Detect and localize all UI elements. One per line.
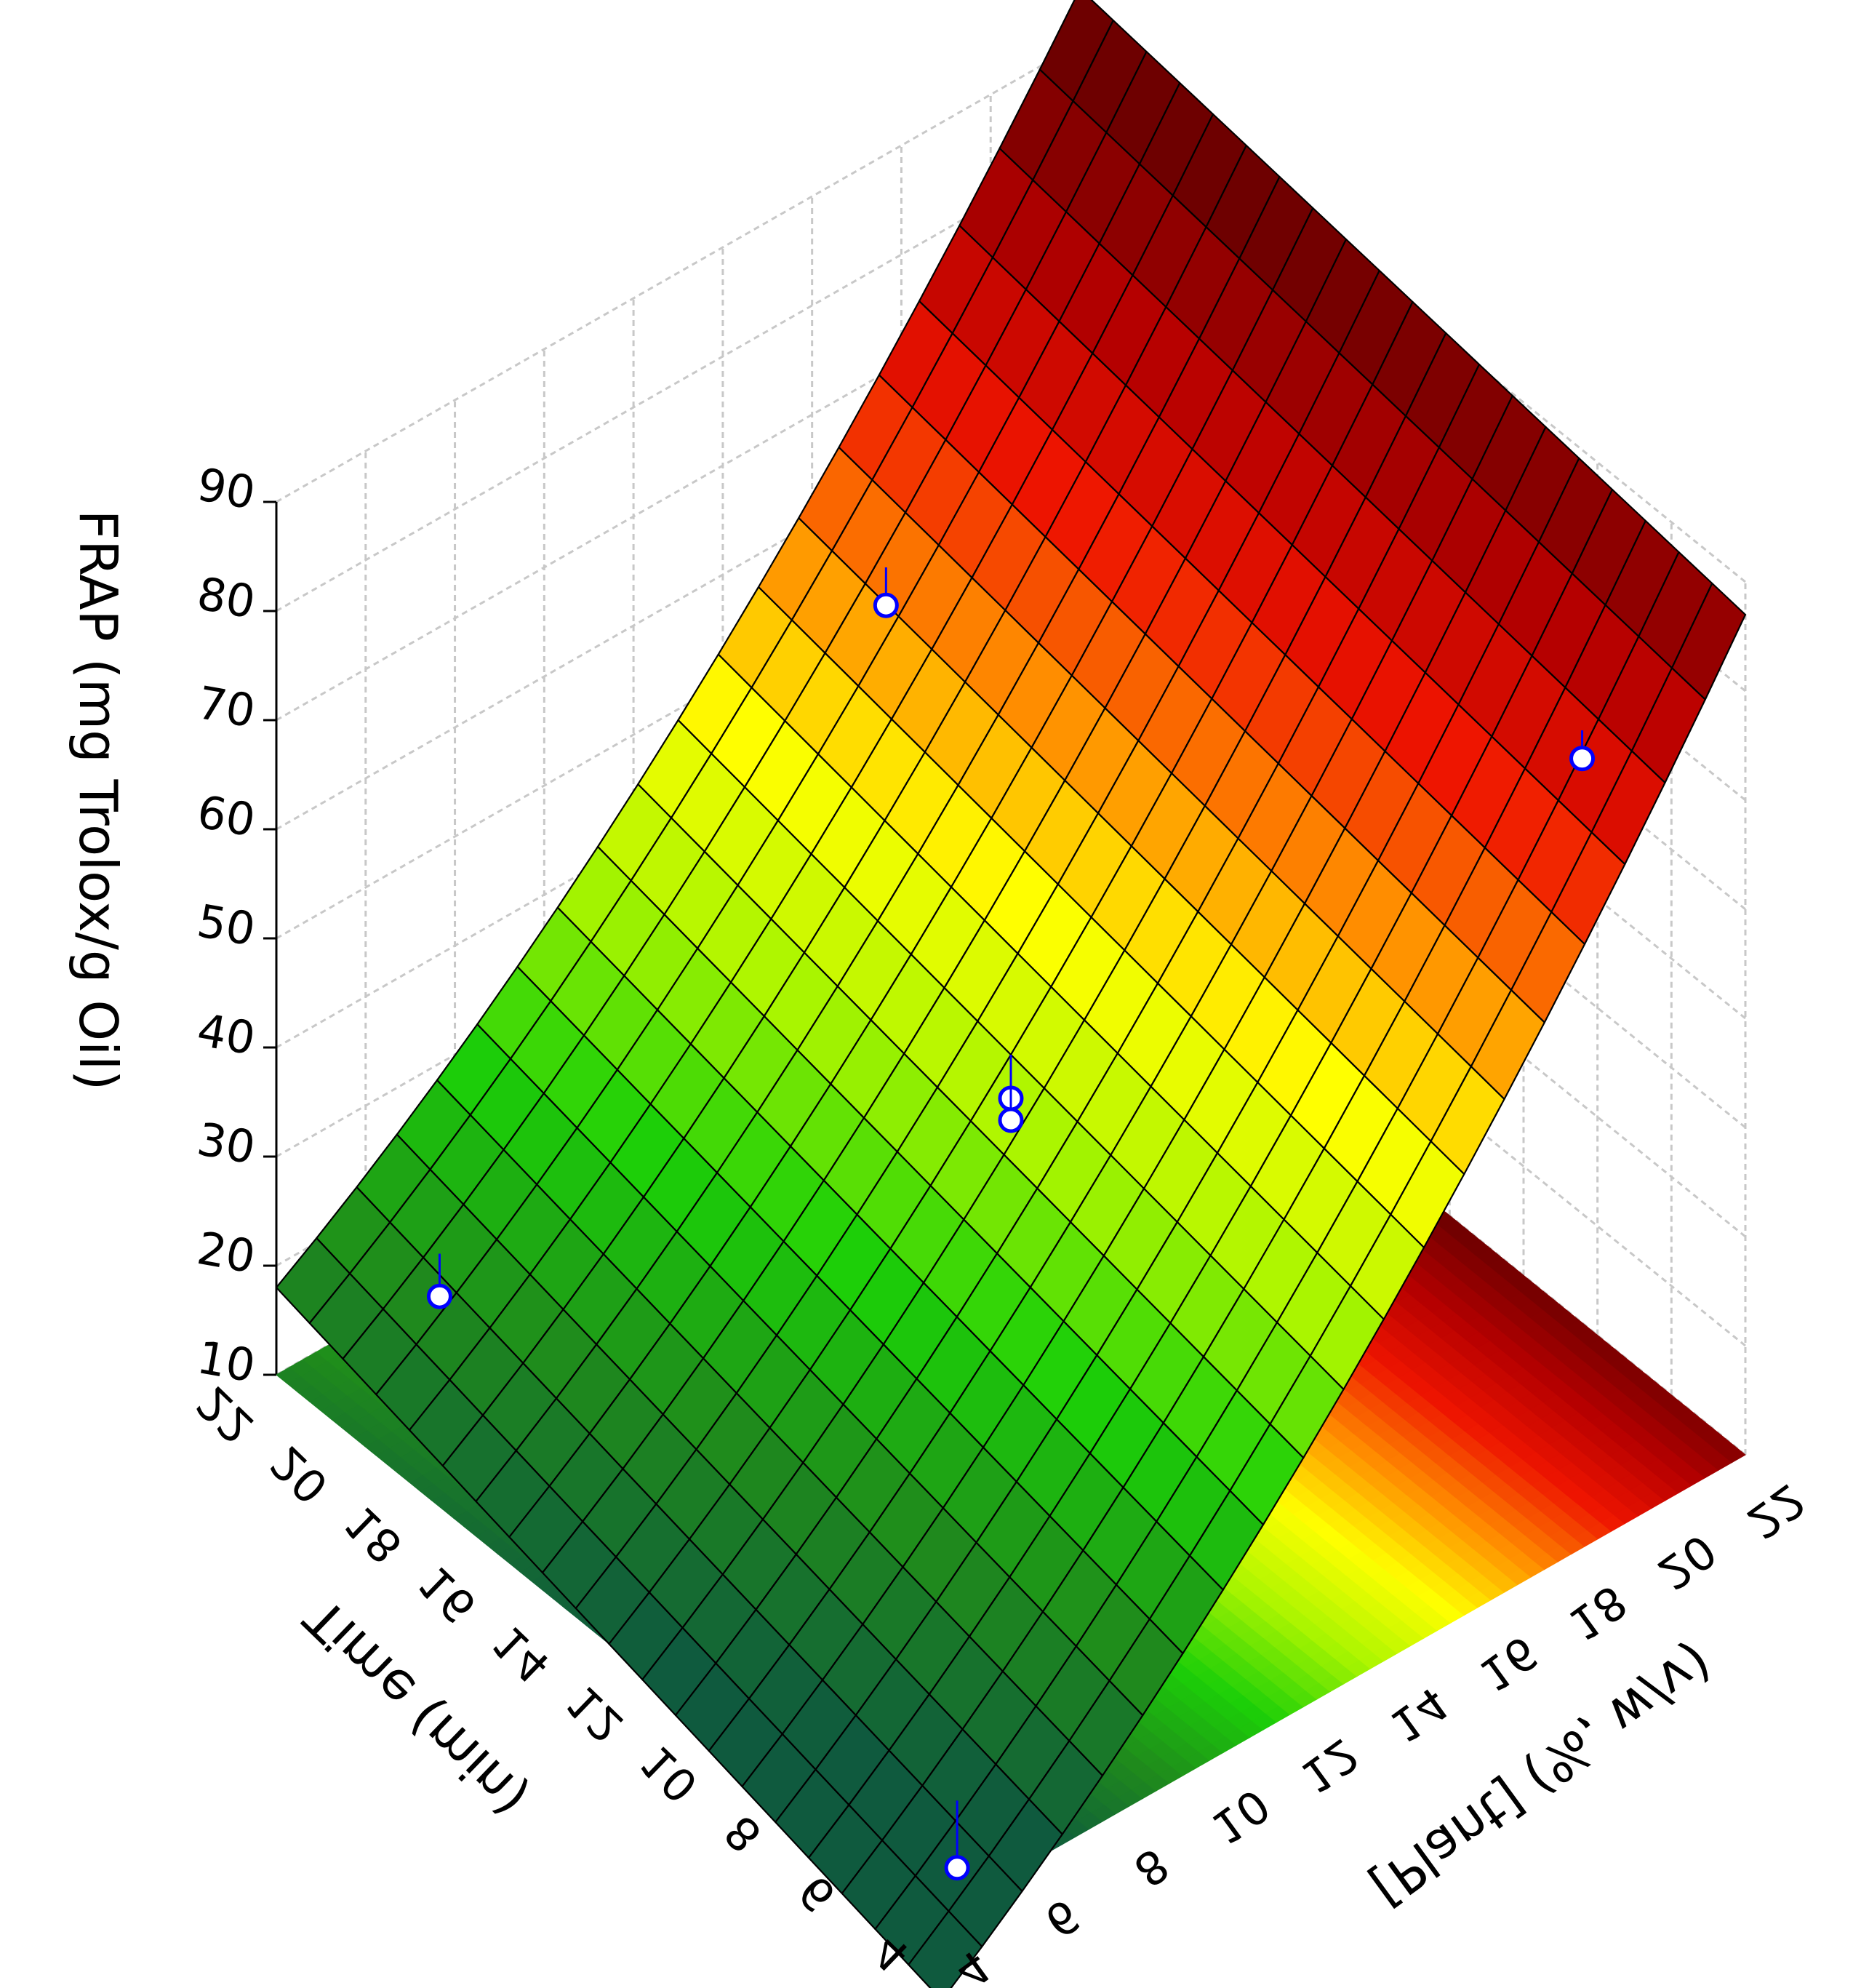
y-tick-label: 10 (1202, 1779, 1280, 1855)
z-tick-label: 20 (193, 1221, 259, 1284)
x-tick-label: 20 (260, 1436, 338, 1514)
y-tick-label: 12 (1291, 1728, 1369, 1804)
data-point (426, 1283, 452, 1309)
y-tick-label: 14 (1380, 1677, 1458, 1753)
data-point (944, 1855, 970, 1881)
z-tick-label: 50 (193, 894, 259, 957)
x-tick-label: 8 (714, 1805, 772, 1863)
z-tick-label: 30 (193, 1112, 259, 1175)
gridline-back-z (276, 151, 1081, 612)
z-axis-label: FRAP (mg Trolox/g Oil) (68, 510, 129, 1090)
x-tick-label: 10 (630, 1735, 708, 1813)
z-tick-label: 90 (193, 458, 259, 520)
surface-cell (908, 1910, 983, 1988)
response-surface (275, 0, 1747, 1988)
y-tick-label: 18 (1559, 1575, 1637, 1651)
data-point (1569, 746, 1596, 772)
gridline-back-z (276, 370, 1081, 831)
gridline-back-z (276, 42, 1081, 503)
gridline-back-z (276, 260, 1081, 722)
z-tick-label: 60 (193, 785, 259, 847)
z-tick-label: 40 (193, 1003, 259, 1066)
y-tick-label: 20 (1648, 1524, 1726, 1600)
y-tick-label: 16 (1470, 1626, 1548, 1702)
y-tick-label: 8 (1124, 1837, 1179, 1897)
x-tick-label: 16 (408, 1555, 486, 1633)
y-tick-label: 6 (1035, 1888, 1089, 1948)
gridline-back-z (276, 479, 1081, 940)
x-tick-label: 18 (335, 1496, 412, 1573)
y-tick-label: 22 (1737, 1473, 1815, 1549)
x-tick-label: 14 (482, 1616, 560, 1693)
z-tick-label: 80 (193, 567, 259, 629)
x-axis-label: Time (min) (292, 1586, 540, 1829)
y-axis-label: [Plant] (%, w/v) (1360, 1632, 1724, 1919)
data-points (426, 567, 1596, 1881)
data-point (873, 592, 899, 618)
x-tick-label: 12 (556, 1675, 634, 1753)
data-point (998, 1107, 1024, 1133)
z-tick-label: 70 (193, 676, 259, 738)
z-tick-label: 10 (193, 1330, 259, 1393)
x-tick-label: 22 (186, 1376, 264, 1454)
